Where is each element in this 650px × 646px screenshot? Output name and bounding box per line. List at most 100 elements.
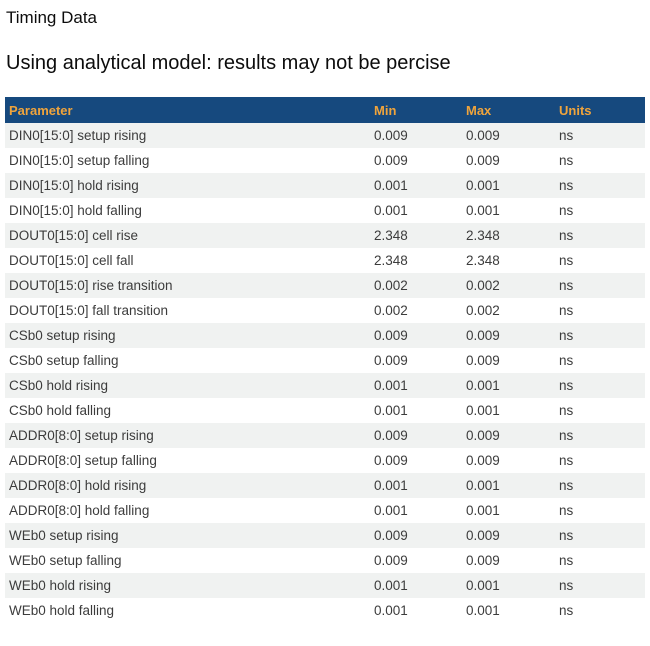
- table-row: DIN0[15:0] hold rising 0.001 0.001 ns: [5, 173, 645, 198]
- table-row: CSb0 hold falling 0.001 0.001 ns: [5, 398, 645, 423]
- parameter-cell: CSb0 hold falling: [9, 403, 112, 418]
- parameter-cell: DOUT0[15:0] rise transition: [9, 278, 173, 293]
- parameter-cell: DIN0[15:0] hold rising: [9, 178, 139, 193]
- column-header-max: Max: [466, 102, 492, 118]
- table-row: DOUT0[15:0] rise transition 0.002 0.002 …: [5, 273, 645, 298]
- units-cell: ns: [559, 428, 574, 443]
- table-row: WEb0 hold falling 0.001 0.001 ns: [5, 598, 645, 623]
- parameter-cell: DOUT0[15:0] cell rise: [9, 228, 139, 243]
- max-cell: 0.009: [466, 353, 500, 368]
- parameter-cell: DIN0[15:0] hold falling: [9, 203, 142, 218]
- min-cell: 0.001: [374, 478, 408, 493]
- units-cell: ns: [559, 403, 574, 418]
- table-row: CSb0 setup falling 0.009 0.009 ns: [5, 348, 645, 373]
- max-cell: 0.009: [466, 153, 500, 168]
- min-cell: 0.001: [374, 403, 408, 418]
- min-cell: 0.009: [374, 528, 408, 543]
- table-row: DIN0[15:0] setup rising 0.009 0.009 ns: [5, 123, 645, 148]
- units-cell: ns: [559, 528, 574, 543]
- min-cell: 0.002: [374, 303, 408, 318]
- parameter-cell: WEb0 setup rising: [9, 528, 119, 543]
- max-cell: 0.002: [466, 303, 500, 318]
- parameter-cell: ADDR0[8:0] hold falling: [9, 503, 150, 518]
- units-cell: ns: [559, 278, 574, 293]
- page-title: Timing Data: [6, 8, 98, 27]
- column-header-min: Min: [374, 102, 397, 118]
- min-cell: 0.009: [374, 328, 408, 343]
- parameter-cell: WEb0 hold rising: [9, 578, 112, 593]
- max-cell: 0.009: [466, 428, 500, 443]
- parameter-cell: CSb0 setup falling: [9, 353, 119, 368]
- max-cell: 0.009: [466, 453, 500, 468]
- max-cell: 0.001: [466, 203, 500, 218]
- max-cell: 0.009: [466, 553, 500, 568]
- min-cell: 0.001: [374, 578, 408, 593]
- max-cell: 0.009: [466, 328, 500, 343]
- timing-table-body: DIN0[15:0] setup rising 0.009 0.009 ns D…: [5, 123, 645, 623]
- units-cell: ns: [559, 553, 574, 568]
- max-cell: 0.001: [466, 503, 500, 518]
- units-cell: ns: [559, 153, 574, 168]
- table-row: DOUT0[15:0] fall transition 0.002 0.002 …: [5, 298, 645, 323]
- timing-table: Parameter Min Max Units DIN0[15:0] setup…: [5, 97, 645, 623]
- units-cell: ns: [559, 453, 574, 468]
- column-header-units: Units: [559, 102, 592, 118]
- max-cell: 2.348: [466, 228, 500, 243]
- parameter-cell: DIN0[15:0] setup falling: [9, 153, 150, 168]
- max-cell: 2.348: [466, 253, 500, 268]
- min-cell: 0.009: [374, 428, 408, 443]
- parameter-cell: DIN0[15:0] setup rising: [9, 128, 147, 143]
- table-row: WEb0 setup falling 0.009 0.009 ns: [5, 548, 645, 573]
- parameter-cell: CSb0 setup rising: [9, 328, 116, 343]
- units-cell: ns: [559, 303, 574, 318]
- min-cell: 0.009: [374, 353, 408, 368]
- min-cell: 0.009: [374, 453, 408, 468]
- parameter-cell: ADDR0[8:0] setup rising: [9, 428, 154, 443]
- units-cell: ns: [559, 603, 574, 618]
- table-row: CSb0 setup rising 0.009 0.009 ns: [5, 323, 645, 348]
- max-cell: 0.001: [466, 603, 500, 618]
- analytical-model-note: Using analytical model: results may not …: [6, 52, 451, 74]
- parameter-cell: CSb0 hold rising: [9, 378, 109, 393]
- table-row: DIN0[15:0] hold falling 0.001 0.001 ns: [5, 198, 645, 223]
- table-row: ADDR0[8:0] hold rising 0.001 0.001 ns: [5, 473, 645, 498]
- max-cell: 0.002: [466, 278, 500, 293]
- table-header-row: Parameter Min Max Units: [5, 97, 645, 123]
- parameter-cell: WEb0 hold falling: [9, 603, 115, 618]
- column-header-parameter: Parameter: [9, 102, 73, 118]
- table-row: WEb0 setup rising 0.009 0.009 ns: [5, 523, 645, 548]
- units-cell: ns: [559, 328, 574, 343]
- min-cell: 0.002: [374, 278, 408, 293]
- table-row: CSb0 hold rising 0.001 0.001 ns: [5, 373, 645, 398]
- table-row: DOUT0[15:0] cell rise 2.348 2.348 ns: [5, 223, 645, 248]
- min-cell: 0.001: [374, 503, 408, 518]
- parameter-cell: DOUT0[15:0] cell fall: [9, 253, 134, 268]
- table-row: WEb0 hold rising 0.001 0.001 ns: [5, 573, 645, 598]
- min-cell: 2.348: [374, 253, 408, 268]
- table-row: DIN0[15:0] setup falling 0.009 0.009 ns: [5, 148, 645, 173]
- units-cell: ns: [559, 378, 574, 393]
- max-cell: 0.001: [466, 378, 500, 393]
- units-cell: ns: [559, 503, 574, 518]
- min-cell: 0.001: [374, 378, 408, 393]
- units-cell: ns: [559, 178, 574, 193]
- units-cell: ns: [559, 478, 574, 493]
- parameter-cell: ADDR0[8:0] setup falling: [9, 453, 157, 468]
- units-cell: ns: [559, 253, 574, 268]
- parameter-cell: WEb0 setup falling: [9, 553, 122, 568]
- min-cell: 0.009: [374, 553, 408, 568]
- max-cell: 0.009: [466, 528, 500, 543]
- units-cell: ns: [559, 353, 574, 368]
- table-row: ADDR0[8:0] hold falling 0.001 0.001 ns: [5, 498, 645, 523]
- units-cell: ns: [559, 203, 574, 218]
- max-cell: 0.001: [466, 403, 500, 418]
- max-cell: 0.001: [466, 578, 500, 593]
- min-cell: 0.009: [374, 153, 408, 168]
- max-cell: 0.009: [466, 128, 500, 143]
- table-row: DOUT0[15:0] cell fall 2.348 2.348 ns: [5, 248, 645, 273]
- units-cell: ns: [559, 228, 574, 243]
- min-cell: 0.001: [374, 603, 408, 618]
- max-cell: 0.001: [466, 178, 500, 193]
- table-row: ADDR0[8:0] setup falling 0.009 0.009 ns: [5, 448, 645, 473]
